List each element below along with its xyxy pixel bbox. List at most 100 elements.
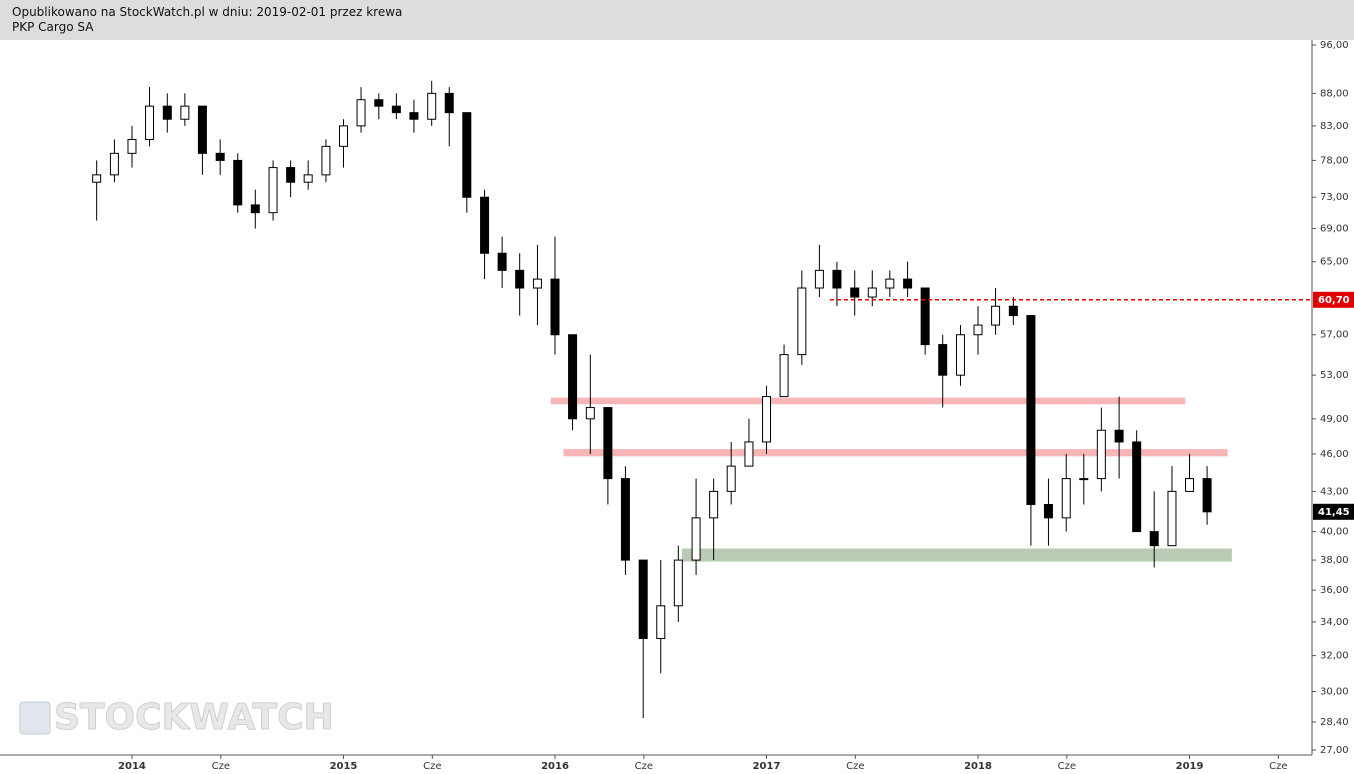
- last-price-badge: [1313, 503, 1354, 520]
- price-badge-label: 60,70: [1318, 295, 1350, 306]
- watermark: STOCKWATCH: [54, 697, 334, 738]
- y-tick-label: 30,00: [1320, 686, 1349, 697]
- y-tick-label: 38,00: [1320, 555, 1349, 566]
- candle-body: [286, 167, 296, 183]
- candle-body: [162, 105, 172, 120]
- candle-body: [1149, 531, 1159, 547]
- candle-body: [726, 465, 736, 492]
- y-tick-label: 34,00: [1320, 617, 1349, 628]
- y-tick-label: 96,00: [1320, 40, 1349, 51]
- candle-body: [109, 152, 119, 176]
- chart-title: PKP Cargo SA: [12, 20, 94, 34]
- candle-body: [973, 324, 983, 336]
- header-text: Opublikowano na StockWatch.pl w dniu: 20…: [12, 5, 403, 19]
- candle-body: [92, 174, 102, 183]
- x-tick-label: Cze: [1269, 761, 1287, 772]
- candle-body: [638, 559, 648, 640]
- x-tick-label: Cze: [212, 761, 230, 772]
- candle-body: [938, 344, 948, 376]
- zone: [681, 548, 1232, 562]
- y-tick-label: 57,00: [1320, 330, 1349, 341]
- x-tick-label: 2018: [964, 761, 992, 772]
- x-tick-label: 2016: [541, 761, 569, 772]
- candle-body: [762, 396, 772, 443]
- y-tick-label: 73,00: [1320, 192, 1349, 203]
- candle-body: [832, 269, 842, 289]
- candle-body: [867, 287, 877, 298]
- x-tick-label: Cze: [423, 761, 441, 772]
- y-tick-label: 88,00: [1320, 88, 1349, 99]
- x-tick-label: 2017: [753, 761, 781, 772]
- candle-body: [1167, 490, 1177, 547]
- candle-body: [779, 354, 789, 398]
- candle-body: [321, 145, 331, 176]
- candle-body: [603, 407, 613, 480]
- candle-body: [409, 112, 419, 120]
- candle-body: [127, 138, 137, 154]
- x-tick-label: Cze: [635, 761, 653, 772]
- x-tick-label: 2019: [1176, 761, 1204, 772]
- candle-body: [233, 159, 243, 206]
- x-tick-label: 2015: [330, 761, 358, 772]
- candle-body: [1185, 478, 1195, 492]
- candle-body: [532, 278, 542, 289]
- candle-body: [180, 105, 190, 120]
- candle-body: [215, 152, 225, 161]
- y-tick-label: 65,00: [1320, 257, 1349, 268]
- candle-body: [1043, 503, 1053, 519]
- candle-body: [691, 517, 701, 561]
- candle-body: [955, 334, 965, 376]
- candle-body: [338, 125, 348, 147]
- candle-body: [1114, 429, 1124, 443]
- candle-body: [1008, 305, 1018, 317]
- y-tick-label: 43,00: [1320, 486, 1349, 497]
- candle-body: [497, 252, 507, 271]
- candle-body: [197, 105, 207, 154]
- candle-body: [391, 105, 401, 114]
- last-price-label: 41,45: [1318, 507, 1350, 518]
- x-tick-label: 2014: [118, 761, 146, 772]
- y-tick-label: 27,00: [1320, 745, 1349, 756]
- candle-body: [374, 99, 384, 107]
- candle-body: [1096, 429, 1106, 480]
- candle-body: [585, 407, 595, 420]
- y-tick-label: 40,00: [1320, 527, 1349, 538]
- candle-body: [427, 92, 437, 120]
- y-tick-label: 32,00: [1320, 651, 1349, 662]
- candle-body: [1202, 478, 1212, 513]
- candle-body: [673, 559, 683, 607]
- candle-body: [814, 269, 824, 289]
- y-tick-label: 36,00: [1320, 585, 1349, 596]
- y-tick-label: 69,00: [1320, 224, 1349, 235]
- candle-body: [903, 278, 913, 289]
- y-tick-label: 53,00: [1320, 370, 1349, 381]
- candle-body: [568, 334, 578, 420]
- candle-body: [145, 105, 155, 140]
- candle-body: [550, 278, 560, 336]
- zone: [550, 397, 1186, 405]
- candle-body: [991, 305, 1001, 326]
- candle-body: [920, 287, 930, 346]
- candle-body: [356, 99, 366, 127]
- watermark-icon: [19, 701, 51, 735]
- x-tick-label: Cze: [1058, 761, 1076, 772]
- y-tick-label: 28,40: [1320, 717, 1349, 728]
- candle-body: [480, 196, 490, 254]
- candle-body: [885, 278, 895, 289]
- candle-body: [444, 92, 454, 114]
- candle-body: [797, 287, 807, 356]
- candle-body: [250, 204, 260, 214]
- y-tick-label: 49,00: [1320, 414, 1349, 425]
- candle-body: [709, 490, 719, 519]
- candle-body: [744, 441, 754, 467]
- candle-body: [462, 112, 472, 198]
- candle-body: [1061, 478, 1071, 519]
- candle-body: [1132, 441, 1142, 533]
- candle-body: [656, 605, 666, 640]
- x-tick-label: Cze: [846, 761, 864, 772]
- header: Opublikowano na StockWatch.pl w dniu: 20…: [0, 0, 1354, 40]
- y-tick-label: 46,00: [1320, 449, 1349, 460]
